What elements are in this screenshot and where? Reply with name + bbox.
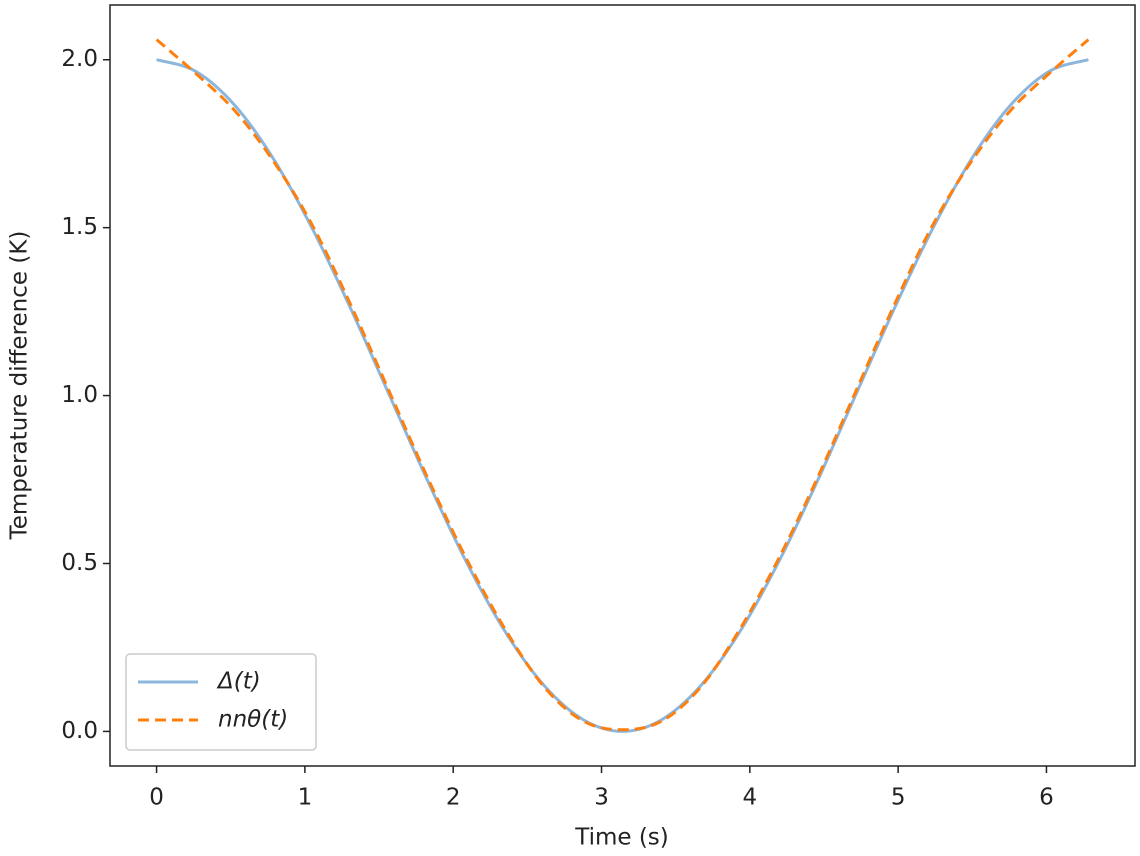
x-tick-label: 5 bbox=[891, 785, 906, 811]
series-line bbox=[155, 38, 1090, 732]
y-tick-label: 2.0 bbox=[61, 46, 98, 72]
y-tick-label: 0.0 bbox=[61, 718, 98, 744]
x-tick-label: 2 bbox=[446, 785, 461, 811]
legend-label: nnθ(t) bbox=[218, 707, 288, 733]
y-tick-label: 1.5 bbox=[61, 214, 98, 240]
x-tick-label: 1 bbox=[298, 785, 313, 811]
plot-frame bbox=[109, 4, 1136, 767]
legend-box bbox=[125, 653, 317, 751]
x-tick-label: 4 bbox=[743, 785, 758, 811]
legend-label: Δ(t) bbox=[216, 669, 261, 695]
x-axis-label: Time (s) bbox=[574, 825, 669, 851]
series-line bbox=[156, 58, 1089, 733]
x-tick-label: 3 bbox=[594, 785, 609, 811]
x-tick-label: 6 bbox=[1039, 785, 1054, 811]
y-tick-label: 1.0 bbox=[61, 382, 98, 408]
y-tick-label: 0.5 bbox=[61, 550, 98, 576]
y-axis-label: Temperature difference (K) bbox=[7, 231, 33, 541]
x-tick-label: 0 bbox=[149, 785, 164, 811]
